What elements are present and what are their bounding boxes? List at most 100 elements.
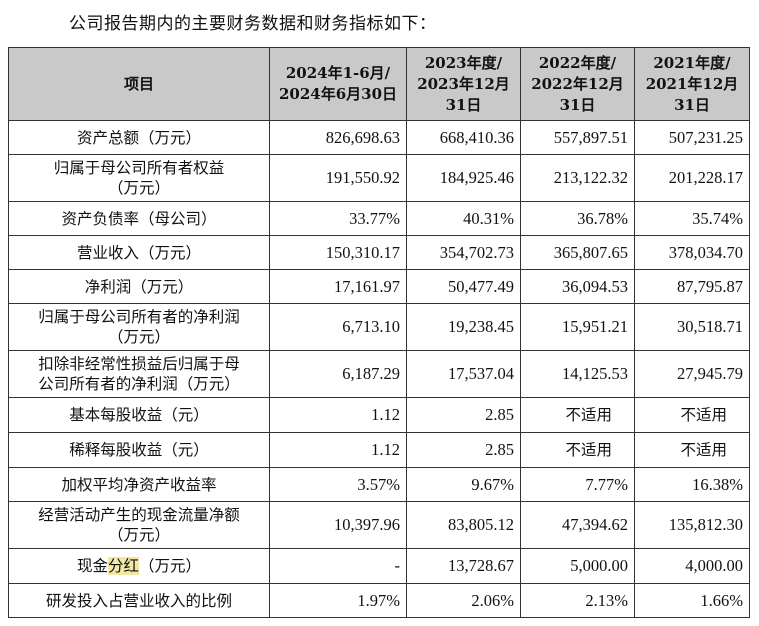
- row-label: 基本每股收益（元）: [8, 397, 270, 433]
- table-row: 加权平均净资产收益率 3.57% 9.67% 7.77% 16.38%: [8, 467, 750, 502]
- cell-value: 184,925.46: [406, 154, 521, 202]
- cell-value: 不适用: [634, 432, 750, 468]
- cell-value: 27,945.79: [634, 350, 750, 398]
- row-label-line: 净利润（万元）: [84, 277, 194, 296]
- row-label-line: 资产负债率（母公司）: [61, 209, 217, 228]
- cell-value: 17,537.04: [406, 350, 521, 398]
- header-line: 2021年度/: [653, 53, 731, 72]
- cell-value: 19,238.45: [406, 303, 521, 351]
- cell-value: 83,805.12: [406, 501, 521, 549]
- cell-value: 35.74%: [634, 201, 750, 236]
- cell-value: 17,161.97: [269, 269, 407, 304]
- cell-value: 33.77%: [269, 201, 407, 236]
- table-row: 扣除非经常性损益后归属于母 公司所有者的净利润（万元） 6,187.29 17,…: [8, 350, 750, 398]
- header-line: 2022年度/: [538, 53, 617, 72]
- table-row: 基本每股收益（元） 1.12 2.85 不适用 不适用: [8, 397, 750, 433]
- intro-text: 公司报告期内的主要财务数据和财务指标如下：: [69, 14, 437, 34]
- table-row: 资产负债率（母公司） 33.77% 40.31% 36.78% 35.74%: [8, 201, 750, 236]
- cell-value: 30,518.71: [634, 303, 750, 351]
- cell-value: 15,951.21: [520, 303, 635, 351]
- table-row: 资产总额（万元） 826,698.63 668,410.36 557,897.5…: [8, 120, 750, 155]
- row-label-line: 营业收入（万元）: [76, 243, 201, 262]
- table-header-row: 项目 2024年1-6月/ 2024年6月30日 2023年度/ 2023年12…: [8, 47, 750, 121]
- header-line: 2024年6月30日: [278, 85, 398, 103]
- row-label-line: 基本每股收益（元）: [69, 406, 209, 424]
- row-label: 归属于母公司所有者的净利润 （万元）: [8, 303, 270, 351]
- cell-value: 不适用: [520, 432, 635, 468]
- cell-value: 191,550.92: [269, 154, 407, 202]
- cell-value: 36.78%: [520, 201, 635, 236]
- header-line: 2024年1-6月/: [285, 64, 391, 82]
- row-label-line: 加权平均净资产收益率: [61, 475, 217, 494]
- row-label-line: 归属于母公司所有者的净利润: [38, 308, 240, 326]
- table-row: 净利润（万元） 17,161.97 50,477.49 36,094.53 87…: [8, 269, 750, 304]
- header-2022: 2022年度/ 2022年12月 31日: [520, 47, 635, 121]
- row-label-line: 资产总额（万元）: [76, 128, 201, 147]
- cell-value: 2.06%: [406, 583, 521, 618]
- row-label: 扣除非经常性损益后归属于母 公司所有者的净利润（万元）: [8, 350, 270, 398]
- financial-data-table: 项目 2024年1-6月/ 2024年6月30日 2023年度/ 2023年12…: [8, 47, 750, 618]
- row-label-line: （万元）: [107, 328, 170, 346]
- cell-value: 378,034.70: [634, 235, 750, 270]
- row-label-line: 扣除非经常性损益后归属于母: [38, 355, 240, 373]
- cell-value: 354,702.73: [406, 235, 521, 270]
- cell-value: 7.77%: [520, 467, 635, 502]
- row-label: 稀释每股收益（元）: [8, 432, 270, 468]
- header-2024h1: 2024年1-6月/ 2024年6月30日: [269, 47, 407, 121]
- cell-value: 40.31%: [406, 201, 521, 236]
- row-label: 归属于母公司所有者权益 （万元）: [8, 154, 270, 202]
- header-item: 项目: [8, 47, 270, 121]
- cell-value: 36,094.53: [520, 269, 635, 304]
- cell-value: 1.12: [269, 432, 407, 468]
- row-label: 资产总额（万元）: [8, 120, 270, 155]
- table-row: 研发投入占营业收入的比例 1.97% 2.06% 2.13% 1.66%: [8, 583, 750, 618]
- highlighted-term: 分红: [107, 557, 139, 575]
- cell-value: 不适用: [634, 397, 750, 433]
- cell-value: 2.85: [406, 432, 521, 468]
- cell-value: 6,713.10: [269, 303, 407, 351]
- row-label-line: 归属于母公司所有者权益: [53, 159, 225, 177]
- row-label-line: 研发投入占营业收入的比例: [45, 591, 232, 610]
- cell-value: 13,728.67: [406, 548, 521, 584]
- header-line: 31日: [445, 95, 482, 114]
- header-line: 31日: [674, 95, 710, 114]
- cell-value: 4,000.00: [634, 548, 750, 584]
- row-label: 净利润（万元）: [8, 269, 270, 304]
- cell-value: 87,795.87: [634, 269, 750, 304]
- header-line: 2022年12月: [531, 74, 624, 93]
- table-row: 现金分红（万元） - 13,728.67 5,000.00 4,000.00: [8, 548, 750, 584]
- cell-value: 1.12: [269, 397, 407, 433]
- cell-value: 10,397.96: [269, 501, 407, 549]
- cell-value: 50,477.49: [406, 269, 521, 304]
- row-label: 营业收入（万元）: [8, 235, 270, 270]
- cell-value: 1.66%: [634, 583, 750, 618]
- cell-value: 668,410.36: [406, 120, 521, 155]
- row-label-line: 公司所有者的净利润（万元）: [38, 375, 240, 393]
- row-label-line: 稀释每股收益（元）: [69, 441, 209, 459]
- cell-value: 不适用: [520, 397, 635, 433]
- cell-value: 150,310.17: [269, 235, 407, 270]
- cell-value: -: [269, 548, 407, 584]
- cell-value: 1.97%: [269, 583, 407, 618]
- row-label-part: （万元）: [139, 557, 202, 575]
- row-label-line: 经营活动产生的现金流量净额: [38, 506, 240, 524]
- cell-value: 2.13%: [520, 583, 635, 618]
- row-label: 现金分红（万元）: [8, 548, 270, 584]
- cell-value: 201,228.17: [634, 154, 750, 202]
- cell-value: 365,807.65: [520, 235, 635, 270]
- header-line: 2023年度/: [424, 53, 503, 72]
- cell-value: 213,122.32: [520, 154, 635, 202]
- cell-value: 135,812.30: [634, 501, 750, 549]
- header-2021: 2021年度/ 2021年12月 31日: [634, 47, 750, 121]
- table-row: 营业收入（万元） 150,310.17 354,702.73 365,807.6…: [8, 235, 750, 270]
- cell-value: 5,000.00: [520, 548, 635, 584]
- header-2023: 2023年度/ 2023年12月 31日: [406, 47, 521, 121]
- cell-value: 14,125.53: [520, 350, 635, 398]
- row-label-line: （万元）: [107, 179, 170, 197]
- row-label: 研发投入占营业收入的比例: [8, 583, 270, 618]
- header-line: 31日: [559, 95, 596, 114]
- table-row: 稀释每股收益（元） 1.12 2.85 不适用 不适用: [8, 432, 750, 468]
- header-line: 2023年12月: [417, 74, 510, 93]
- table-row: 经营活动产生的现金流量净额 （万元） 10,397.96 83,805.12 4…: [8, 501, 750, 549]
- cell-value: 47,394.62: [520, 501, 635, 549]
